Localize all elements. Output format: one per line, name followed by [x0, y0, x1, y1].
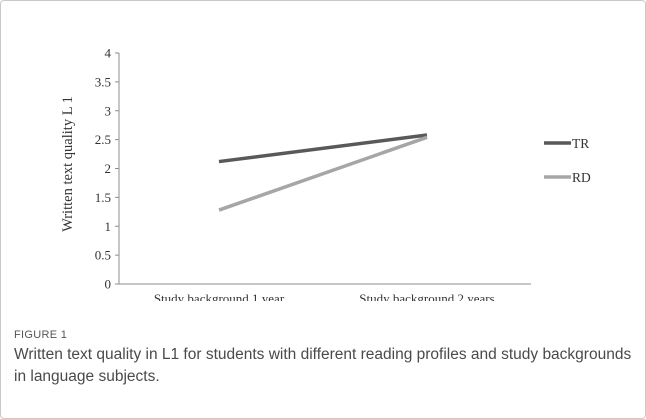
y-tick-label: 0 — [105, 277, 112, 292]
y-tick-label: 1 — [105, 219, 112, 234]
figure-caption: FIGURE 1 Written text quality in L1 for … — [14, 329, 634, 388]
chart-axes — [118, 53, 531, 285]
series-line-rd — [218, 135, 428, 212]
y-tick-label: 3.5 — [95, 74, 111, 89]
y-tick-label: 0.5 — [95, 248, 111, 263]
y-axis-ticks: 0 0.5 1 1.5 2 2.5 3 3.5 4 — [95, 46, 119, 292]
figure-label: FIGURE 1 — [14, 329, 68, 341]
figure-caption-text: Written text quality in L1 for students … — [14, 346, 632, 385]
x-tick-label: Study background 2 years — [359, 291, 494, 301]
x-axis-ticks: Study background 1 year Study background … — [154, 291, 495, 301]
y-axis-label: Written text quality L 1 — [60, 96, 76, 232]
series-lines — [218, 133, 428, 212]
legend-label-tr: TR — [572, 136, 589, 151]
line-chart: 0 0.5 1 1.5 2 2.5 3 3.5 4 Study background 1 yea… — [60, 46, 591, 302]
y-tick-label: 2 — [105, 161, 112, 176]
chart-legend: TR RD — [544, 136, 591, 185]
y-tick-label: 1.5 — [95, 190, 111, 205]
y-tick-label: 4 — [105, 46, 112, 61]
y-tick-label: 2.5 — [95, 132, 111, 147]
y-tick-label: 3 — [105, 103, 112, 118]
x-tick-label: Study background 1 year — [154, 291, 285, 301]
legend-label-rd: RD — [572, 170, 591, 185]
series-line-tr — [218, 133, 428, 164]
